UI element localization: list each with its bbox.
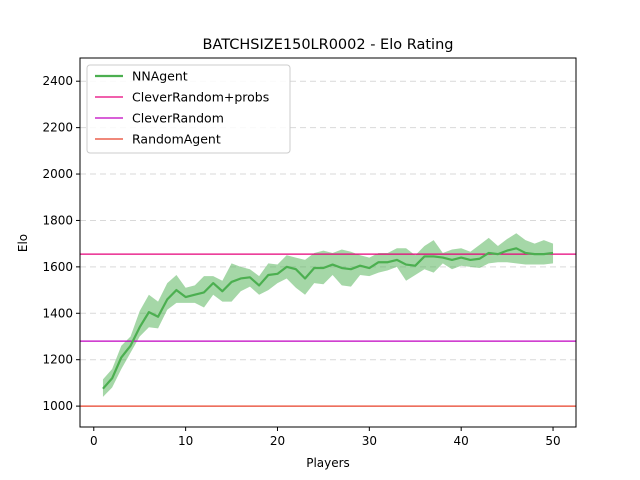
- y-tick-label: 1400: [42, 306, 73, 320]
- y-tick-label: 1200: [42, 353, 73, 367]
- legend-box: [86, 64, 291, 154]
- x-tick-label: 20: [270, 434, 285, 448]
- legend-label: CleverRandom: [132, 111, 224, 126]
- x-tick-label: 30: [362, 434, 377, 448]
- x-axis-label: Players: [306, 456, 350, 470]
- chart-title: BATCHSIZE150LR0002 - Elo Rating: [203, 37, 454, 53]
- x-axis-ticks: 0 10 20 30 40 50: [90, 427, 561, 448]
- x-tick-label: 0: [90, 434, 98, 448]
- x-tick-label: 10: [178, 434, 193, 448]
- series-line: [102, 247, 554, 390]
- y-axis-label: Elo: [16, 234, 30, 252]
- y-axis-ticks: 1000 1200 1400 1600 1800 2000 2200 2400: [42, 74, 80, 413]
- legend: NNAgent CleverRandom+probs CleverRandom Ran…: [86, 64, 291, 154]
- y-tick-label: 2200: [42, 121, 73, 135]
- y-tick-label: 1800: [42, 213, 73, 227]
- legend-label: RandomAgent: [132, 132, 221, 147]
- x-tick-label: 40: [454, 434, 469, 448]
- y-tick-label: 2400: [42, 74, 73, 88]
- y-tick-label: 1000: [42, 399, 73, 413]
- legend-label: CleverRandom+probs: [132, 90, 269, 105]
- legend-label: NNAgent: [132, 69, 188, 84]
- y-tick-label: 2000: [42, 167, 73, 181]
- plot-frame: [79, 57, 577, 428]
- y-tick-label: 1600: [42, 260, 73, 274]
- x-tick-label: 50: [545, 434, 560, 448]
- series-lines: [102, 247, 554, 390]
